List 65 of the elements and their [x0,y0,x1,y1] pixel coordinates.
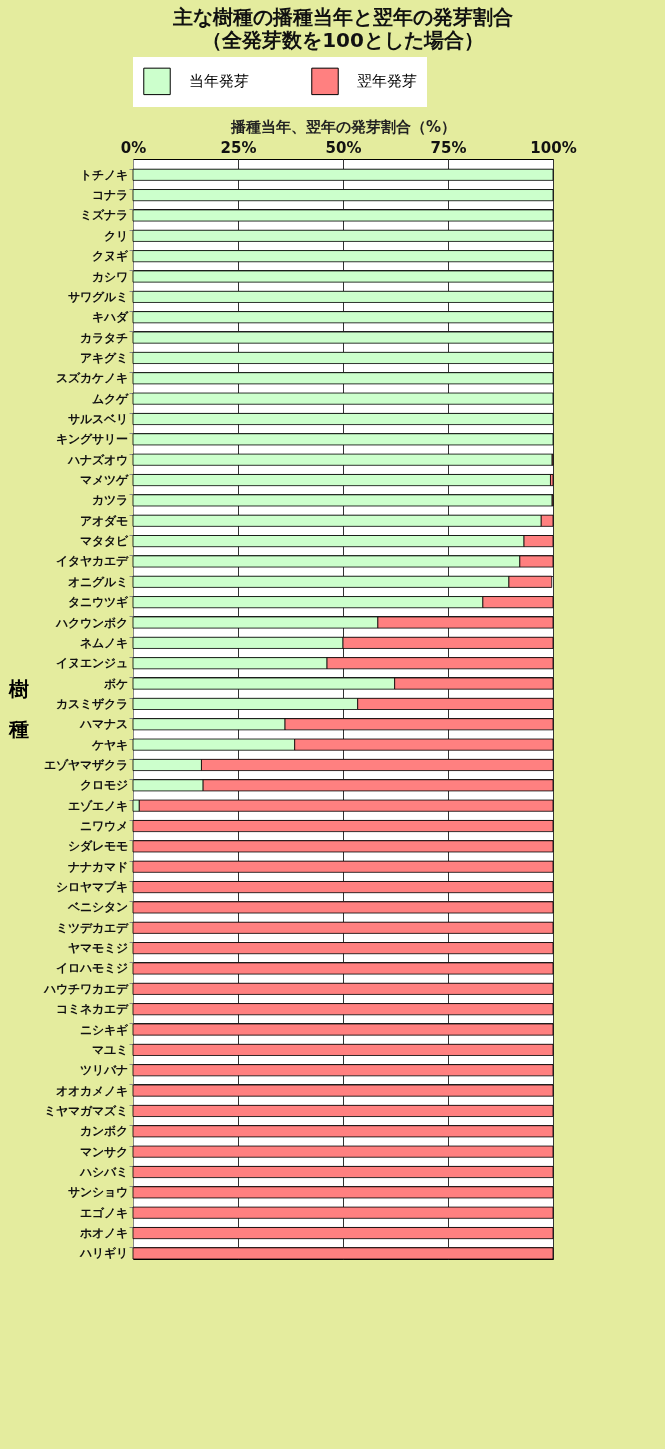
y-tick-label: オオカメノキ [55,1083,128,1098]
y-tick-label: アキグミ [79,350,128,365]
y-tick-label: タニウツギ [67,595,129,610]
y-tick-label: シロヤマブキ [55,880,128,895]
y-tick-label: カシワ [91,269,128,284]
y-tick-label: カツラ [91,493,128,508]
y-tick-label: ナナカマド [67,859,128,874]
y-tick-label: ホオノキ [78,1226,128,1241]
y-tick-label: ツリバナ [79,1063,128,1078]
y-tick-label: ニワウメ [79,819,128,834]
y-tick-label: カラタチ [79,330,128,345]
y-tick-label: ミツデカエデ [55,920,129,935]
y-tick-label: ハマナス [78,717,128,732]
y-tick-label: ハシバミ [78,1165,128,1179]
y-tick-label: マンサク [79,1144,128,1159]
y-tick-label: マユミ [91,1042,128,1057]
y-tick-label: クロモジ [79,778,128,793]
y-tick-label: ネムノキ [79,635,128,650]
y-tick-label: アオダモ [79,513,128,528]
x-tick-label: 25% [220,138,257,157]
y-tick-label: エゾヤマザクラ [43,757,128,772]
y-axis-title: 樹種 [7,676,29,741]
y-tick-label: クヌギ [91,249,129,264]
y-tick-label: マタタビ [79,534,129,549]
y-tick-label: コミネカエデ [55,1002,129,1017]
y-tick-label: イヌエンジュ [55,656,128,671]
y-tick-label: ベニシタン [66,900,128,915]
y-tick-label: ハクウンボク [54,615,128,630]
legend-label: 翌年発芽 [357,72,417,91]
y-tick-label: ミヤマガマズミ [43,1103,128,1118]
y-tick-label: マメツゲ [79,473,129,488]
y-tick-label: ヤマモミジ [67,941,128,956]
y-tick-label: ミズナラ [79,208,128,223]
y-tick-label: シダレモモ [67,839,128,854]
y-tick-label: ハナズオウ [66,452,128,467]
x-tick-label: 75% [430,138,467,157]
y-tick-label: サルスベリ [67,411,128,426]
y-tick-label: ニシキギ [79,1022,129,1037]
legend-label: 当年発芽 [189,72,249,91]
y-tick-label: オニグルミ [67,574,128,589]
y-tick-label: コナラ [91,188,128,203]
chart-subtitle: （全発芽数を100とした場合） [202,28,484,52]
chart-title: 主な樹種の播種当年と翌年の発芽割合 [172,5,513,29]
y-tick-label: ボケ [102,676,128,691]
y-tick-label: サンショウ [67,1185,128,1200]
y-tick-label: トチノキ [79,167,128,182]
y-tick-label: カンボク [79,1124,128,1139]
y-tick-label: キングサリー [55,432,128,447]
y-tick-label: ハリギリ [78,1246,128,1261]
y-tick-label: スズカケノキ [55,371,128,386]
x-axis-title: 播種当年、翌年の発芽割合（%） [229,117,457,136]
x-tick-label: 0% [120,138,147,157]
y-tick-label: エゾエノキ [67,798,128,813]
y-tick-label: エゴノキ [79,1205,128,1220]
y-tick-label: クリ [103,228,128,243]
y-tick-label: ハウチワカエデ [42,981,129,996]
x-tick-label: 50% [325,138,362,157]
y-tick-label: キハダ [91,310,129,325]
y-tick-label: カスミザクラ [55,696,128,711]
y-tick-label: ムクゲ [91,391,129,406]
x-tick-label: 100% [530,138,577,157]
y-tick-label: イロハモミジ [55,961,128,976]
y-tick-label: サワグルミ [67,289,128,304]
y-tick-label: イタヤカエデ [55,554,129,569]
y-tick-label: ケヤキ [90,737,128,752]
